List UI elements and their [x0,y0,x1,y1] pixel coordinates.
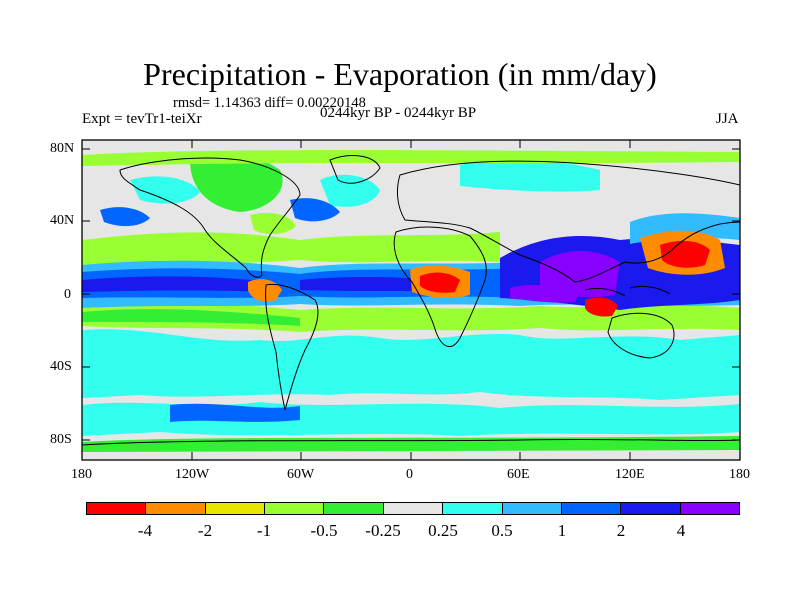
colorbar-label: -1 [256,521,272,540]
lat-label-40s: 40S [50,359,72,374]
colorbar-swatch [146,503,206,514]
colorbar-swatch [621,503,681,514]
east-pacific-green [250,212,296,235]
season-label: JJA [716,111,739,127]
plot-title: Precipitation - Evaporation (in mm/day) [143,56,657,92]
colorbar-label: 2 [616,521,626,540]
lat-label-80n: 80N [50,141,75,156]
colorbar-swatch [383,503,444,514]
lon-label-0: 0 [406,467,413,482]
tropical-north-green [82,232,500,268]
colorbar-label: -4 [137,521,153,540]
colorbar-label: -0.5 [310,521,338,540]
colorbar-swatch [265,503,325,514]
lon-label-60w: 60W [287,467,315,482]
africa-outline [393,226,487,347]
axis-ticks [81,140,741,460]
lat-label-80s: 80S [50,432,72,447]
colorbar-label: 0.25 [428,521,458,540]
antarctic-green [82,436,740,452]
north-america-outline [119,157,301,278]
colorbar-swatch [324,503,384,514]
lat-label-0: 0 [64,287,71,302]
lon-label-120w: 120W [175,467,210,482]
rmsd-diff-stats: rmsd= 1.14363 diff= 0.00220148 [173,95,366,111]
south-america-outline [265,283,319,411]
antarctica-outline [82,438,740,446]
lon-label-180-left: 180 [71,467,92,482]
antarctic-blue [170,403,300,422]
asia-monsoon-purple [510,251,620,303]
colorbar-swatch [502,503,562,514]
southern-subtropical-cyan-band [82,329,740,400]
colorbar-label: 1 [557,521,567,540]
lon-label-180-right: 180 [729,467,750,482]
eurasia-outline [396,160,740,283]
colorbar-swatch [205,503,266,514]
itcz-darkblue [82,276,470,292]
indian-ocean-red [585,297,618,317]
coastlines [82,155,740,446]
lon-label-60e: 60E [507,467,530,482]
colorbar-swatch [561,503,622,514]
period-label: 0244kyr BP - 0244kyr BP [320,105,477,121]
tropical-south-lightgreen [82,309,300,326]
lon-label-120e: 120E [615,467,645,482]
colorbar-swatch [87,503,147,514]
experiment-label: Expt = tevTr1-teiXr [82,111,202,127]
lat-label-40n: 40N [50,213,75,228]
colorbar-label: 0.5 [491,521,513,540]
africa-red [420,272,460,293]
colorbar-label: -0.25 [365,521,401,540]
arctic-green [82,150,740,166]
indonesia-outline [584,285,671,297]
colorbar-swatch [443,503,503,514]
greenland-outline [329,155,381,184]
north-atlantic-blue [290,198,340,222]
australia-outline [607,312,675,359]
colorbar-swatch [680,503,739,514]
north-america-green [190,154,283,212]
west-pacific-red [660,240,710,268]
colorbar-label: 4 [676,521,686,540]
north-pacific-cyan [130,176,200,204]
siberia-cyan [460,159,600,192]
tropical-south-green [82,302,740,332]
colorbar-label: -2 [197,521,213,540]
north-atlantic-cyan [320,174,380,207]
colorbar [86,502,740,515]
north-pacific-blue [100,207,150,227]
field-contours [82,150,740,452]
